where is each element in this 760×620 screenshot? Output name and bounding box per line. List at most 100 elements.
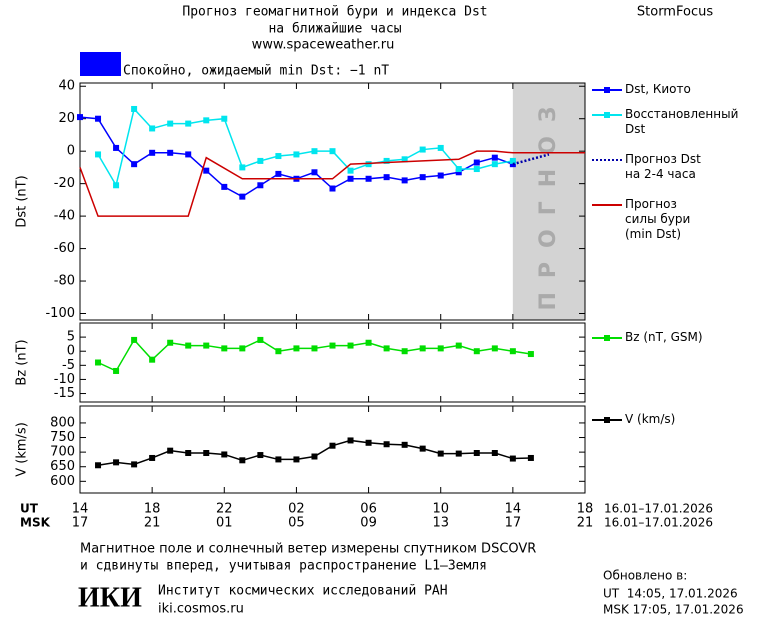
data-point xyxy=(257,157,264,164)
data-point xyxy=(491,450,498,457)
legend-label: Восстановленный Dst xyxy=(625,107,739,136)
data-point xyxy=(167,447,174,454)
data-point xyxy=(383,441,390,448)
forecast-label: ПРОГНОЗ xyxy=(536,92,561,310)
data-point xyxy=(77,114,83,121)
data-point xyxy=(455,169,462,176)
data-point xyxy=(221,115,228,122)
x-tick-label: 10 xyxy=(432,502,449,517)
data-point xyxy=(455,342,462,349)
data-point xyxy=(95,115,102,122)
data-point xyxy=(311,453,318,460)
data-point xyxy=(509,157,516,164)
legend-swatch xyxy=(604,112,610,118)
date-range: 16.01–17.01.2026 xyxy=(604,502,713,516)
x-tick-label: 13 xyxy=(432,516,449,531)
data-point xyxy=(239,345,246,352)
data-point xyxy=(329,148,336,155)
legend-swatch xyxy=(604,335,610,341)
x-tick-label: 21 xyxy=(144,516,161,531)
institute: Институт космических исследований РАН xyxy=(158,584,448,599)
data-point xyxy=(347,175,354,182)
y-tick-label: -20 xyxy=(54,176,75,191)
data-point xyxy=(437,172,444,179)
updated-msk: MSK 17:05, 17.01.2026 xyxy=(603,603,744,617)
data-point xyxy=(239,193,246,200)
data-point xyxy=(203,167,210,174)
data-point xyxy=(257,452,264,459)
y-tick-label: 600 xyxy=(50,474,75,489)
data-point xyxy=(203,450,210,457)
plot-frame xyxy=(79,322,586,403)
data-point xyxy=(203,342,210,349)
data-point xyxy=(329,342,336,349)
data-point xyxy=(149,356,156,363)
data-point xyxy=(365,439,372,446)
y-tick-label: 40 xyxy=(58,79,75,94)
y-tick-label: 800 xyxy=(50,415,75,430)
data-point xyxy=(329,442,336,449)
brand: StormFocus xyxy=(637,5,713,20)
data-point xyxy=(401,348,408,355)
data-point xyxy=(527,454,534,461)
data-point xyxy=(365,161,372,168)
y-tick-label: 0 xyxy=(67,144,75,159)
y-axis-label: Dst (nT) xyxy=(15,175,30,227)
data-point xyxy=(293,456,300,463)
x-tick-label: 02 xyxy=(288,502,305,517)
y-tick-label: -80 xyxy=(54,274,75,289)
y-axis-label: Bz (nT) xyxy=(15,339,30,385)
series-line xyxy=(97,439,531,467)
x-tick-label: 09 xyxy=(360,516,377,531)
x-tick-label: 22 xyxy=(216,502,233,517)
data-point xyxy=(527,351,534,358)
data-point xyxy=(455,450,462,457)
x-tick-label: 17 xyxy=(505,516,522,531)
legend-label: Bz (nT, GSM) xyxy=(625,330,703,344)
data-point xyxy=(221,451,228,458)
data-point xyxy=(509,348,516,355)
data-point xyxy=(347,167,354,174)
y-tick-label: 750 xyxy=(50,430,75,445)
data-point xyxy=(437,450,444,457)
x-tick-label: 01 xyxy=(216,516,233,531)
data-point xyxy=(437,144,444,151)
data-point xyxy=(365,339,372,346)
date-range: 16.01–17.01.2026 xyxy=(604,516,713,530)
data-point xyxy=(185,120,192,127)
data-point xyxy=(131,105,138,112)
data-point xyxy=(185,151,192,158)
data-point xyxy=(95,462,102,469)
status-swatch xyxy=(80,52,121,76)
data-point xyxy=(185,342,192,349)
data-point xyxy=(167,339,174,346)
legend-label: Прогноз Dst на 2-4 часа xyxy=(625,152,701,181)
title: Прогноз геомагнитной бури и индекса Dst xyxy=(182,5,487,20)
x-tick-label: 14 xyxy=(505,502,522,517)
data-point xyxy=(437,345,444,352)
data-point xyxy=(221,345,228,352)
plot-frame xyxy=(79,405,586,494)
data-point xyxy=(275,456,282,463)
y-tick-label: 20 xyxy=(58,111,75,126)
legend-swatch xyxy=(604,87,610,93)
url: www.spaceweather.ru xyxy=(252,38,395,53)
data-point xyxy=(131,461,138,468)
x-tick-label: 17 xyxy=(72,516,89,531)
legend-label: Прогноз силы бури (min Dst) xyxy=(625,197,691,241)
data-point xyxy=(347,437,354,444)
data-point xyxy=(383,174,390,181)
forecast-region xyxy=(512,83,585,320)
data-point xyxy=(491,345,498,352)
updated: Обновлено в: xyxy=(603,569,687,583)
y-tick-label: -40 xyxy=(54,209,75,224)
data-point xyxy=(95,151,102,158)
data-point xyxy=(185,450,192,457)
data-point xyxy=(257,336,264,343)
x-tick-label: 18 xyxy=(144,502,161,517)
data-point xyxy=(149,149,156,156)
x-tick-label: 21 xyxy=(577,516,594,531)
data-point xyxy=(275,348,282,355)
data-point xyxy=(401,156,408,163)
